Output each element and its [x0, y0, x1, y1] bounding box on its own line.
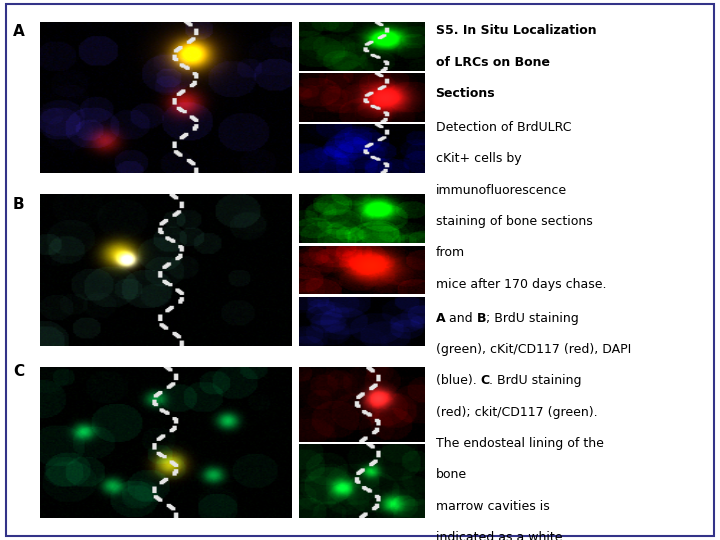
Text: bone: bone — [97, 491, 116, 501]
Text: indicated as a white: indicated as a white — [436, 531, 562, 540]
Text: DAPI: DAPI — [302, 125, 316, 131]
Text: BrdU (LRC+): BrdU (LRC+) — [302, 197, 339, 202]
Text: +LRC+: +LRC+ — [104, 416, 126, 421]
Text: CD117: CD117 — [84, 52, 105, 57]
Text: CD117: CD117 — [84, 416, 105, 421]
Text: Detection of BrdULRC: Detection of BrdULRC — [436, 121, 571, 134]
Text: C: C — [13, 364, 24, 380]
Text: bone: bone — [184, 140, 202, 150]
Text: bone: bone — [436, 468, 467, 481]
Text: (green), cKit/CD117 (red), DAPI: (green), cKit/CD117 (red), DAPI — [436, 343, 631, 356]
FancyBboxPatch shape — [80, 415, 144, 432]
Text: marrow: marrow — [76, 32, 105, 42]
Text: A: A — [13, 24, 24, 39]
Text: of LRCs on Bone: of LRCs on Bone — [436, 56, 549, 69]
Text: BrdU (LRC+): BrdU (LRC+) — [302, 370, 339, 375]
Text: marrow cavities is: marrow cavities is — [436, 500, 549, 512]
Text: endosteum: endosteum — [126, 270, 169, 279]
Text: B: B — [13, 197, 24, 212]
Text: C: C — [480, 374, 490, 387]
Text: staining of bone sections: staining of bone sections — [436, 215, 593, 228]
Text: CD117: CD117 — [84, 288, 105, 293]
Text: c-Kit (CD117): c-Kit (CD117) — [302, 248, 342, 253]
FancyBboxPatch shape — [80, 49, 144, 66]
Text: +LRC+: +LRC+ — [104, 52, 126, 57]
Text: (blue).: (blue). — [436, 374, 480, 387]
Text: c-Kit (CD117): c-Kit (CD117) — [302, 76, 342, 80]
Text: Sections: Sections — [436, 87, 495, 100]
Text: c-Kit (CD117): c-Kit (CD117) — [302, 444, 342, 449]
Text: BrdU, c-Kit, DAPI: BrdU, c-Kit, DAPI — [81, 511, 127, 516]
FancyBboxPatch shape — [80, 287, 144, 305]
Text: cKit+ cells by: cKit+ cells by — [436, 152, 521, 165]
Text: (red); ckit/CD117 (green).: (red); ckit/CD117 (green). — [436, 406, 597, 419]
Text: B: B — [477, 312, 486, 325]
Text: +LRC+: +LRC+ — [104, 288, 126, 293]
Text: BrdU, c-Kit,: BrdU, c-Kit, — [81, 339, 112, 343]
Text: from: from — [436, 246, 464, 259]
Text: immunofluorescence: immunofluorescence — [436, 184, 567, 197]
Text: . BrdU staining: . BrdU staining — [490, 374, 582, 387]
Text: endosteum: endosteum — [140, 97, 184, 106]
Text: and: and — [445, 312, 477, 325]
Text: marrow: marrow — [140, 205, 170, 214]
Text: BrdU, c-Kit,: BrdU, c-Kit, — [81, 166, 112, 171]
Text: The endosteal lining of the: The endosteal lining of the — [436, 437, 603, 450]
Text: marrow: marrow — [155, 405, 184, 414]
Text: mice after 170 days chase.: mice after 170 days chase. — [436, 278, 606, 291]
Text: BrdU (LRC+): BrdU (LRC+) — [302, 24, 339, 29]
Text: A: A — [436, 312, 445, 325]
Text: ; BrdU staining: ; BrdU staining — [486, 312, 579, 325]
Text: S5. In Situ Localization: S5. In Situ Localization — [436, 24, 596, 37]
Text: bone: bone — [76, 319, 94, 328]
Text: endosteum: endosteum — [112, 450, 155, 460]
